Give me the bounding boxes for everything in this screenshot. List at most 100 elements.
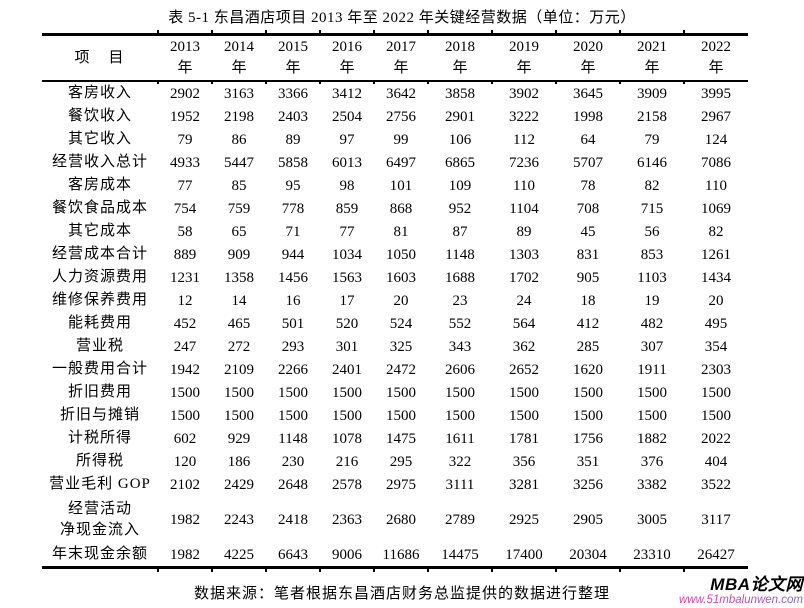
value-cell: 2418 [278,511,308,528]
value-cell: 101 [389,177,413,194]
value-cell: 81 [393,223,409,240]
column-rule-tick-bottom [265,569,267,572]
value-cell: 109 [448,177,472,194]
row-label: 年末现金余额 [51,546,148,562]
value-cell: 6497 [386,154,416,171]
value-cell: 3281 [509,476,539,493]
value-cell: 2504 [332,108,362,125]
value-cell: 307 [640,338,664,355]
value-cell: 87 [452,223,468,240]
column-rule-tick-bottom [491,569,493,572]
value-cell: 1261 [701,246,731,263]
column-rule-tick-top [319,30,321,33]
value-cell: 1104 [509,200,539,217]
value-cell: 1982 [170,511,200,528]
value-cell: 3902 [509,85,539,102]
value-cell: 20 [393,292,409,309]
table-row: 年末现金余额 1982 4225 6643 9006 11686 14475 17400 203… [42,543,748,568]
value-cell: 26427 [697,546,735,563]
column-rule-tick-bottom [555,569,557,572]
value-cell: 295 [389,453,413,470]
value-cell: 23 [452,292,468,309]
value-cell: 124 [704,131,728,148]
value-cell: 24 [516,292,532,309]
value-cell: 1620 [573,361,603,378]
value-cell: 501 [281,315,305,332]
table-row: 折旧费用 1500 1500 1500 1500 1500 1500 1500 1500 1500… [42,381,748,404]
value-cell: 1882 [637,430,667,447]
value-cell: 1148 [445,246,475,263]
value-cell: 754 [173,200,197,217]
value-cell: 112 [513,131,535,148]
value-cell: 65 [231,223,247,240]
value-cell: 404 [704,453,728,470]
year-column-header: 2018 年 [428,34,492,82]
value-cell: 247 [173,338,197,355]
value-cell: 2401 [332,361,362,378]
value-cell: 1456 [278,269,308,286]
year-column-header: 2016 年 [320,34,374,82]
table-row: 营业毛利 GOP 2102 2429 2648 2578 2975 3111 3281 3256… [42,473,748,496]
table-row: 其它收入 79 86 89 97 99 106 112 64 79 124 [42,128,748,151]
value-cell: 1434 [701,269,731,286]
row-label: 客房成本 [67,177,132,193]
value-cell: 1500 [386,407,416,424]
value-cell: 1911 [637,361,667,378]
value-cell: 2905 [573,511,603,528]
column-rule-tick-bottom [211,569,213,572]
value-cell: 2472 [386,361,416,378]
value-cell: 17400 [505,546,543,563]
value-cell: 3382 [637,476,667,493]
value-cell: 1500 [278,407,308,424]
value-cell: 2243 [224,511,254,528]
value-cell: 12 [177,292,193,309]
value-cell: 1231 [170,269,200,286]
column-rule-tick-top [373,30,375,33]
value-cell: 778 [281,200,305,217]
year-column-header: 2019 年 [492,34,556,82]
value-cell: 356 [512,453,536,470]
value-cell: 14475 [441,546,479,563]
value-cell: 2789 [445,511,475,528]
column-rule-tick-top [211,30,213,33]
value-cell: 230 [281,453,305,470]
value-cell: 1078 [332,430,362,447]
row-label: 一般费用合计 [51,361,148,377]
table-row: 一般费用合计 1942 2109 2266 2401 2472 2606 2652 1620 19… [42,358,748,381]
column-rule-tick-header [491,82,493,84]
value-cell: 520 [335,315,359,332]
value-cell: 2429 [224,476,254,493]
watermark-url: www.51mbalunwen.com [678,593,803,606]
value-cell: 79 [644,131,660,148]
value-cell: 106 [448,131,472,148]
value-cell: 20304 [569,546,607,563]
value-cell: 1050 [386,246,416,263]
value-cell: 1500 [170,384,200,401]
value-cell: 58 [177,223,193,240]
value-cell: 465 [227,315,251,332]
value-cell: 86 [231,131,247,148]
column-rule-tick-bottom [373,569,375,572]
watermark: MBA论文网 www.51mbalunwen.com [679,576,803,606]
value-cell: 1500 [445,407,475,424]
value-cell: 1500 [386,384,416,401]
column-rule-tick-top [555,30,557,33]
value-cell: 16 [285,292,301,309]
column-rule-tick-header [619,82,621,84]
value-cell: 77 [339,223,355,240]
value-cell: 1103 [637,269,667,286]
column-rule-tick-header [683,82,685,84]
value-cell: 2158 [637,108,667,125]
item-column-header: 项 目 [42,34,158,82]
value-cell: 79 [177,131,193,148]
source-note: 数据来源：笔者根据东昌酒店财务总监提供的数据进行整理 [193,586,610,602]
year-column-header: 2014 年 [212,34,266,82]
value-cell: 19 [644,292,660,309]
value-cell: 2925 [509,511,539,528]
column-rule-tick-bottom [157,569,159,572]
value-cell: 6643 [278,546,308,563]
value-cell: 452 [173,315,197,332]
value-cell: 95 [285,177,301,194]
value-cell: 2109 [224,361,254,378]
year-column-header: 2013 年 [158,34,212,82]
